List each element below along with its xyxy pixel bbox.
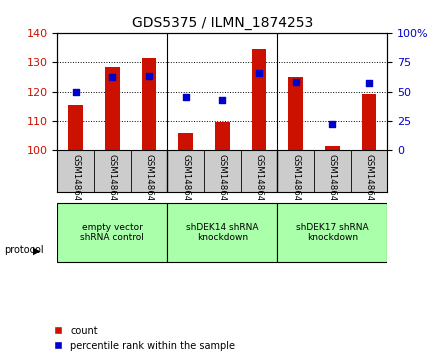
Title: GDS5375 / ILMN_1874253: GDS5375 / ILMN_1874253 bbox=[132, 16, 313, 30]
Text: GSM1486443: GSM1486443 bbox=[181, 154, 190, 212]
Bar bbox=[362, 94, 376, 150]
Bar bbox=[68, 105, 83, 150]
Text: protocol: protocol bbox=[4, 245, 44, 256]
Bar bbox=[105, 66, 120, 150]
Bar bbox=[57, 203, 167, 262]
Text: GSM1486446: GSM1486446 bbox=[291, 154, 300, 212]
Text: ▶: ▶ bbox=[33, 245, 40, 256]
Text: GSM1486447: GSM1486447 bbox=[328, 154, 337, 212]
Text: GSM1486441: GSM1486441 bbox=[108, 154, 117, 212]
Bar bbox=[288, 77, 303, 150]
Point bbox=[255, 70, 262, 76]
Bar bbox=[252, 49, 266, 150]
Text: GSM1486440: GSM1486440 bbox=[71, 154, 80, 212]
Text: GSM1486448: GSM1486448 bbox=[364, 154, 374, 212]
Bar bbox=[178, 133, 193, 150]
Point bbox=[145, 73, 152, 79]
Legend: count, percentile rank within the sample: count, percentile rank within the sample bbox=[49, 322, 239, 355]
Point bbox=[219, 97, 226, 103]
Point bbox=[109, 74, 116, 80]
Bar bbox=[325, 146, 340, 150]
Point bbox=[329, 122, 336, 127]
Bar bbox=[167, 203, 277, 262]
Point bbox=[182, 94, 189, 100]
Text: GSM1486445: GSM1486445 bbox=[254, 154, 264, 212]
Bar bbox=[277, 203, 387, 262]
Point bbox=[292, 79, 299, 85]
Text: empty vector
shRNA control: empty vector shRNA control bbox=[80, 223, 144, 242]
Text: shDEK14 shRNA
knockdown: shDEK14 shRNA knockdown bbox=[186, 223, 258, 242]
Bar bbox=[215, 122, 230, 150]
Text: shDEK17 shRNA
knockdown: shDEK17 shRNA knockdown bbox=[296, 223, 369, 242]
Point bbox=[365, 80, 372, 86]
Bar bbox=[142, 58, 156, 150]
Text: GSM1486442: GSM1486442 bbox=[144, 154, 154, 212]
Text: GSM1486444: GSM1486444 bbox=[218, 154, 227, 212]
Point bbox=[72, 89, 79, 94]
